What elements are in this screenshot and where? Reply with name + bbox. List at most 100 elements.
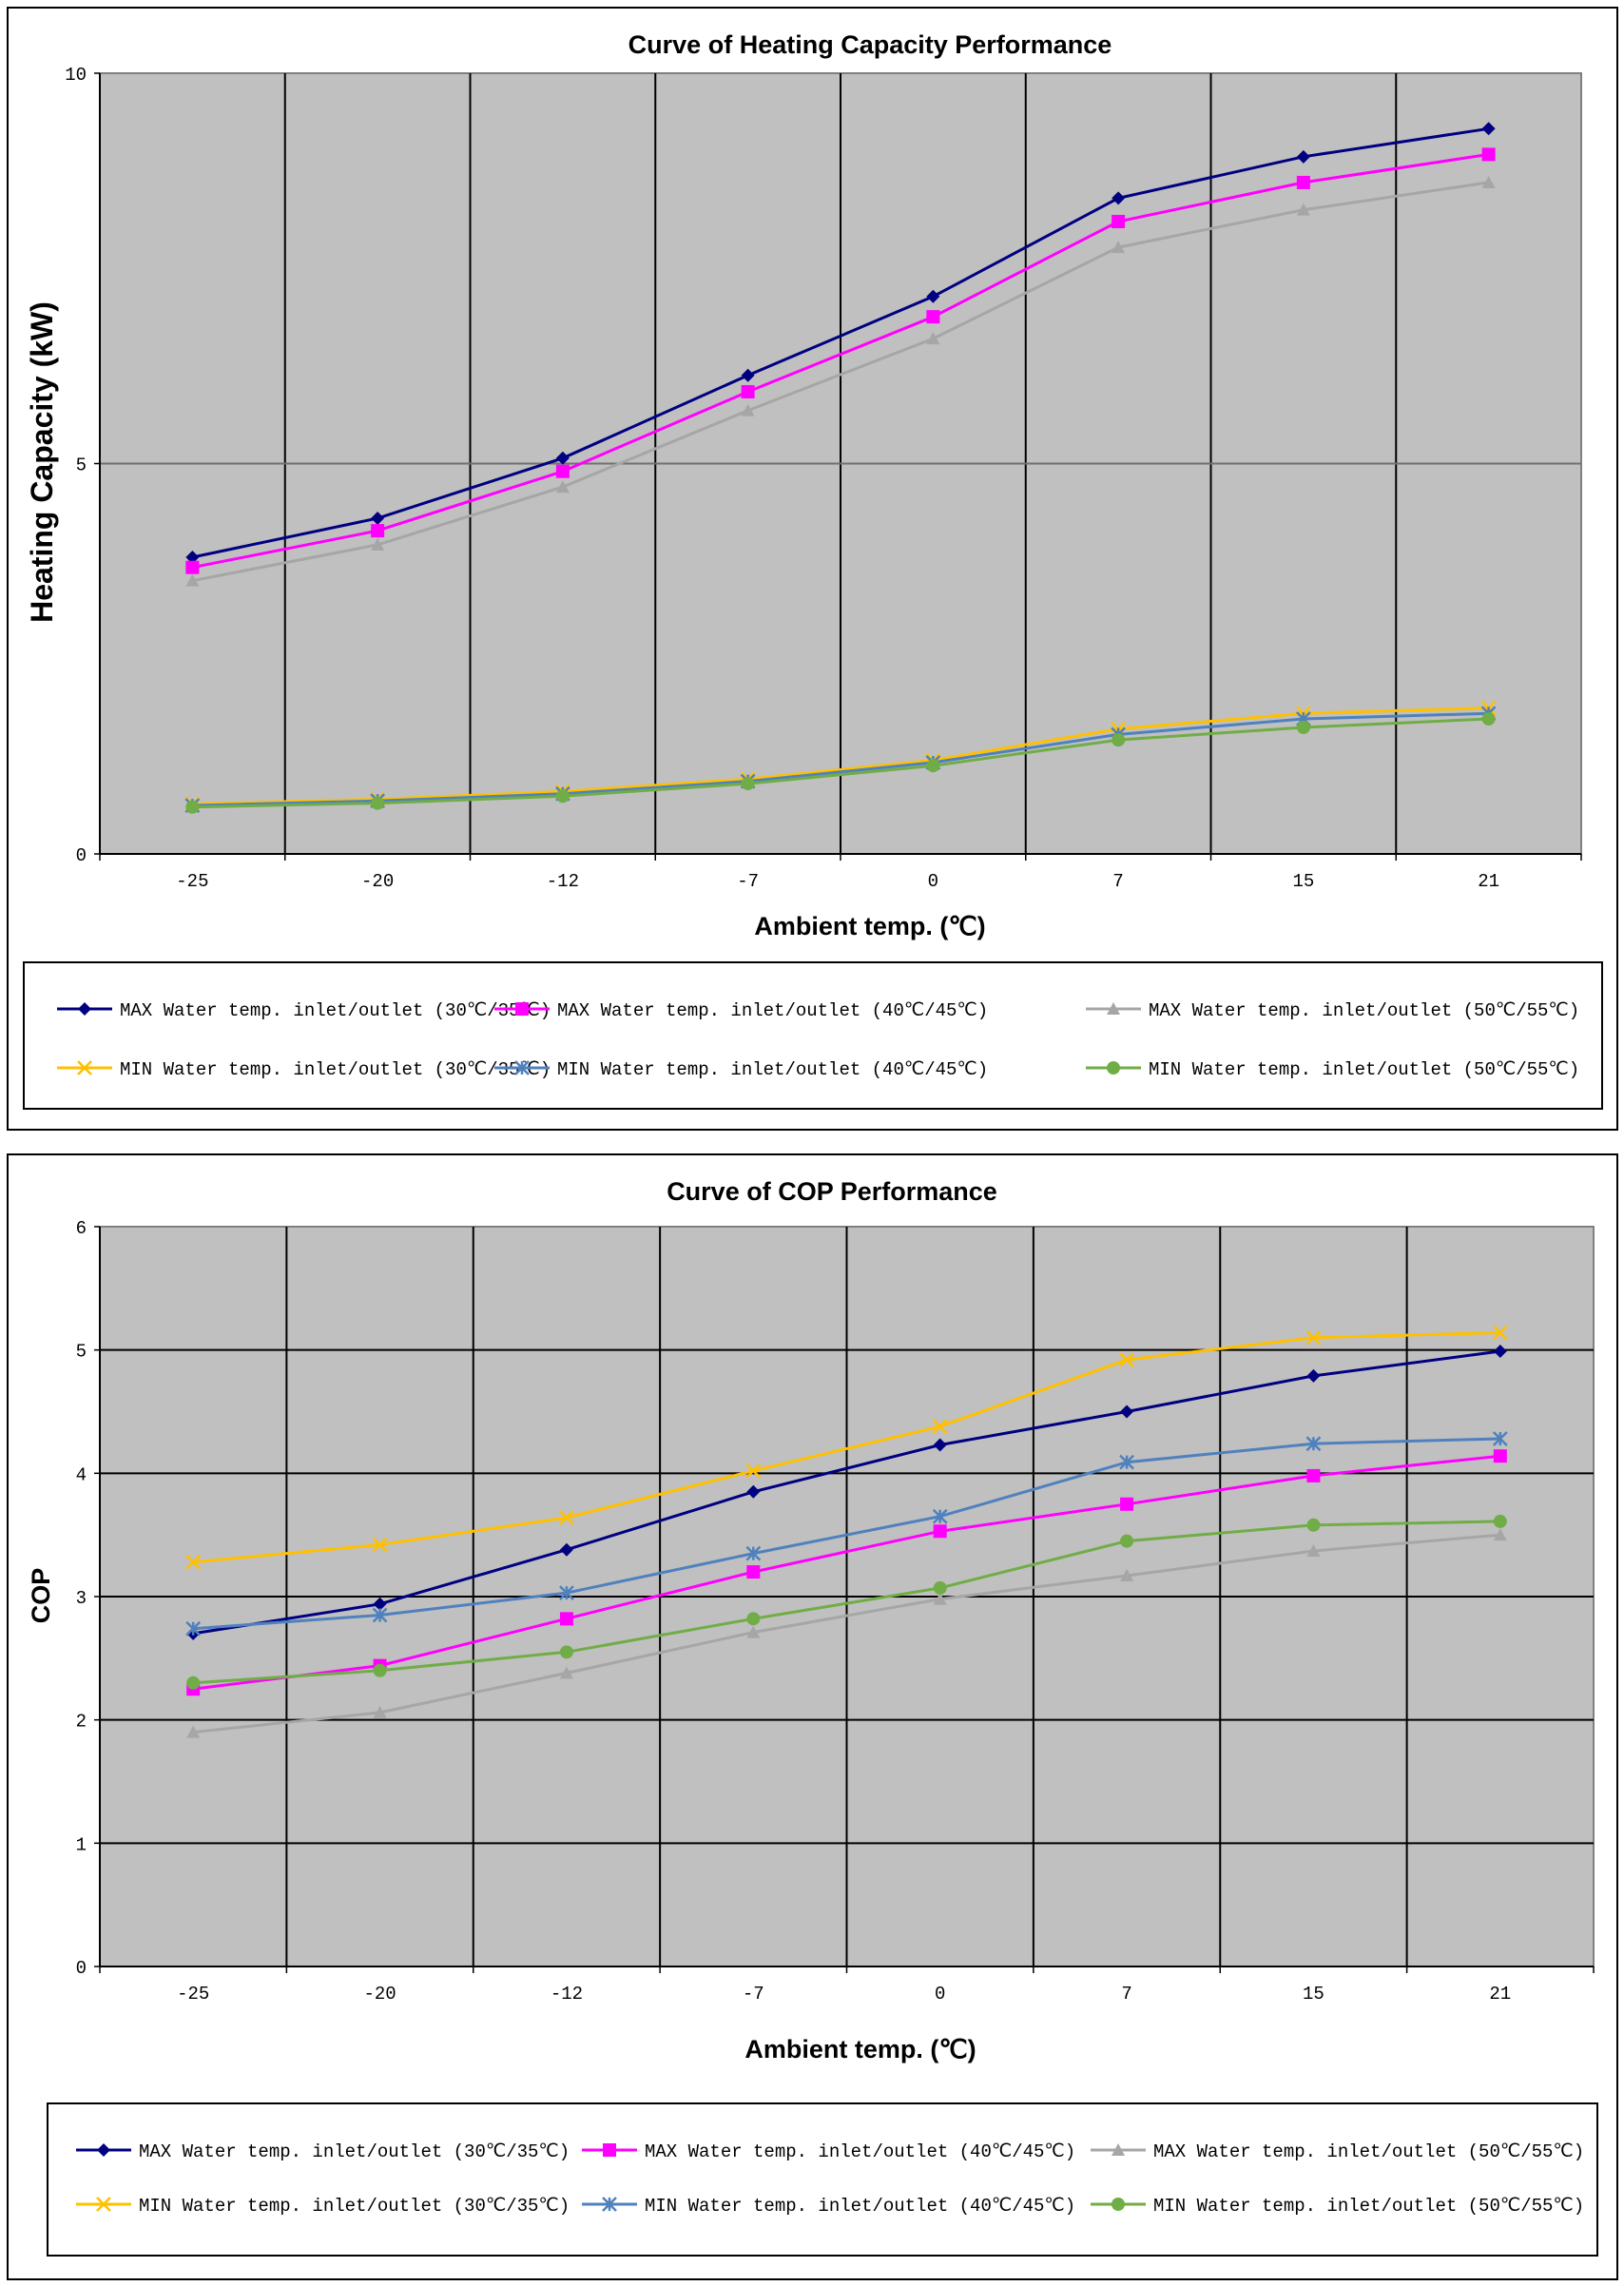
x-tick-label: 15 xyxy=(1303,1984,1324,2005)
data-point xyxy=(186,1725,201,1738)
x-tick-label: -20 xyxy=(361,871,394,892)
data-point xyxy=(746,1612,761,1626)
data-point xyxy=(1296,720,1310,734)
x-tick-label: -12 xyxy=(547,871,579,892)
data-point xyxy=(1296,175,1310,189)
data-point xyxy=(559,1612,573,1626)
chart-title: Curve of Heating Capacity Performance xyxy=(628,30,1112,59)
data-point xyxy=(371,524,385,538)
data-point xyxy=(1112,191,1126,205)
series-line xyxy=(192,181,1489,583)
data-point xyxy=(933,1580,947,1595)
data-point xyxy=(932,1419,948,1434)
data-point xyxy=(1493,1528,1507,1541)
data-point xyxy=(1306,1544,1321,1558)
data-point xyxy=(1119,1352,1134,1367)
legend-item: MAX Water temp. inlet/outlet (30℃/35℃) xyxy=(76,2141,570,2162)
data-point xyxy=(555,464,570,478)
data-point xyxy=(185,800,200,814)
legend-marker xyxy=(1112,2143,1125,2156)
data-point xyxy=(373,1705,387,1718)
legend-item: MIN Water temp. inlet/outlet (30℃/35℃) xyxy=(57,1059,551,1080)
series-line xyxy=(193,1331,1500,1564)
legend: MAX Water temp. inlet/outlet (30℃/35℃) MA… xyxy=(76,2141,1584,2217)
data-point xyxy=(371,511,385,525)
data-point xyxy=(185,560,200,574)
data-point xyxy=(933,1438,947,1452)
data-point xyxy=(185,1554,202,1570)
data-point xyxy=(559,1542,573,1557)
data-point xyxy=(741,777,755,791)
legend-item: MIN Water temp. inlet/outlet (30℃/35℃) xyxy=(76,2196,570,2217)
data-point xyxy=(1481,122,1496,136)
legend-label: MAX Water temp. inlet/outlet (50℃/55℃) xyxy=(1149,1000,1579,1021)
series-2 xyxy=(185,147,1496,574)
legend-label: MIN Water temp. inlet/outlet (30℃/35℃) xyxy=(139,2196,570,2217)
data-point xyxy=(1492,1431,1508,1446)
x-tick-label: 0 xyxy=(928,871,938,892)
y-axis-label: Heating Capacity (kW) xyxy=(25,301,59,623)
legend-label: MAX Water temp. inlet/outlet (40℃/45℃) xyxy=(557,1000,988,1021)
plot-area: 0 5 10 -25 -20 -12 -7 0 7 15 21 xyxy=(65,65,1582,892)
data-point xyxy=(1481,147,1496,162)
legend-label: MIN Water temp. inlet/outlet (50℃/55℃) xyxy=(1153,2196,1584,2217)
series-3 xyxy=(185,175,1496,587)
legend-item: MAX Water temp. inlet/outlet (50℃/55℃) xyxy=(1091,2141,1584,2162)
data-point xyxy=(372,1537,388,1553)
data-point xyxy=(559,1645,573,1659)
data-point xyxy=(1112,241,1126,254)
y-tick-label: 5 xyxy=(76,1342,87,1363)
data-point xyxy=(926,332,940,345)
data-point xyxy=(746,1625,761,1638)
legend-marker xyxy=(1112,2198,1125,2211)
data-point xyxy=(373,1663,387,1677)
data-point xyxy=(559,1666,573,1679)
data-point xyxy=(932,1508,948,1524)
series-1 xyxy=(185,122,1496,565)
data-point xyxy=(1112,733,1126,747)
series-line xyxy=(192,707,1489,805)
data-point xyxy=(371,796,385,810)
x-axis-label: Ambient temp. (℃) xyxy=(744,2035,976,2063)
series-line xyxy=(193,1533,1500,1734)
data-point xyxy=(1306,1468,1321,1482)
series-1 xyxy=(186,1344,1507,1640)
data-point xyxy=(1112,214,1126,228)
heating-capacity-chart: Curve of Heating Capacity Performance He… xyxy=(7,7,1618,1131)
data-point xyxy=(1120,1534,1134,1548)
series-6 xyxy=(185,711,1496,814)
data-point xyxy=(1296,149,1310,164)
series-line xyxy=(192,711,1489,807)
x-tick-label: -20 xyxy=(363,1984,396,2005)
legend-item: MAX Water temp. inlet/outlet (50℃/55℃) xyxy=(1086,1000,1579,1021)
x-tick-label: 15 xyxy=(1292,871,1314,892)
legend-item: MIN Water temp. inlet/outlet (40℃/45℃) xyxy=(494,1059,988,1080)
legend-label: MAX Water temp. inlet/outlet (30℃/35℃) xyxy=(120,1000,551,1021)
data-point xyxy=(745,1545,762,1561)
legend-marker xyxy=(514,1060,530,1075)
legend-label: MIN Water temp. inlet/outlet (40℃/45℃) xyxy=(645,2196,1075,2217)
x-tick-label: -25 xyxy=(176,871,208,892)
data-point xyxy=(926,759,940,773)
data-point xyxy=(746,1484,761,1499)
data-point xyxy=(555,480,570,494)
data-point xyxy=(1493,1344,1507,1358)
x-axis-label: Ambient temp. (℃) xyxy=(754,912,985,940)
data-point xyxy=(1120,1497,1134,1511)
data-point xyxy=(372,1607,388,1623)
data-point xyxy=(926,289,940,303)
legend-item: MIN Water temp. inlet/outlet (50℃/55℃) xyxy=(1091,2196,1584,2217)
legend-label: MIN Water temp. inlet/outlet (40℃/45℃) xyxy=(557,1059,988,1080)
series-line xyxy=(192,126,1489,559)
x-tick-label: 21 xyxy=(1478,871,1499,892)
y-tick-label: 5 xyxy=(76,455,87,476)
series-3 xyxy=(186,1528,1507,1738)
legend-marker xyxy=(78,1002,91,1016)
y-tick-label: 6 xyxy=(76,1218,87,1239)
legend-item: MAX Water temp. inlet/outlet (30℃/35℃) xyxy=(57,1000,551,1021)
series-line xyxy=(192,1349,1500,1636)
legend: MAX Water temp. inlet/outlet (30℃/35℃) MA… xyxy=(57,1000,1579,1080)
series-6 xyxy=(186,1514,1507,1690)
series-2 xyxy=(186,1449,1507,1696)
legend-marker xyxy=(96,2197,111,2212)
